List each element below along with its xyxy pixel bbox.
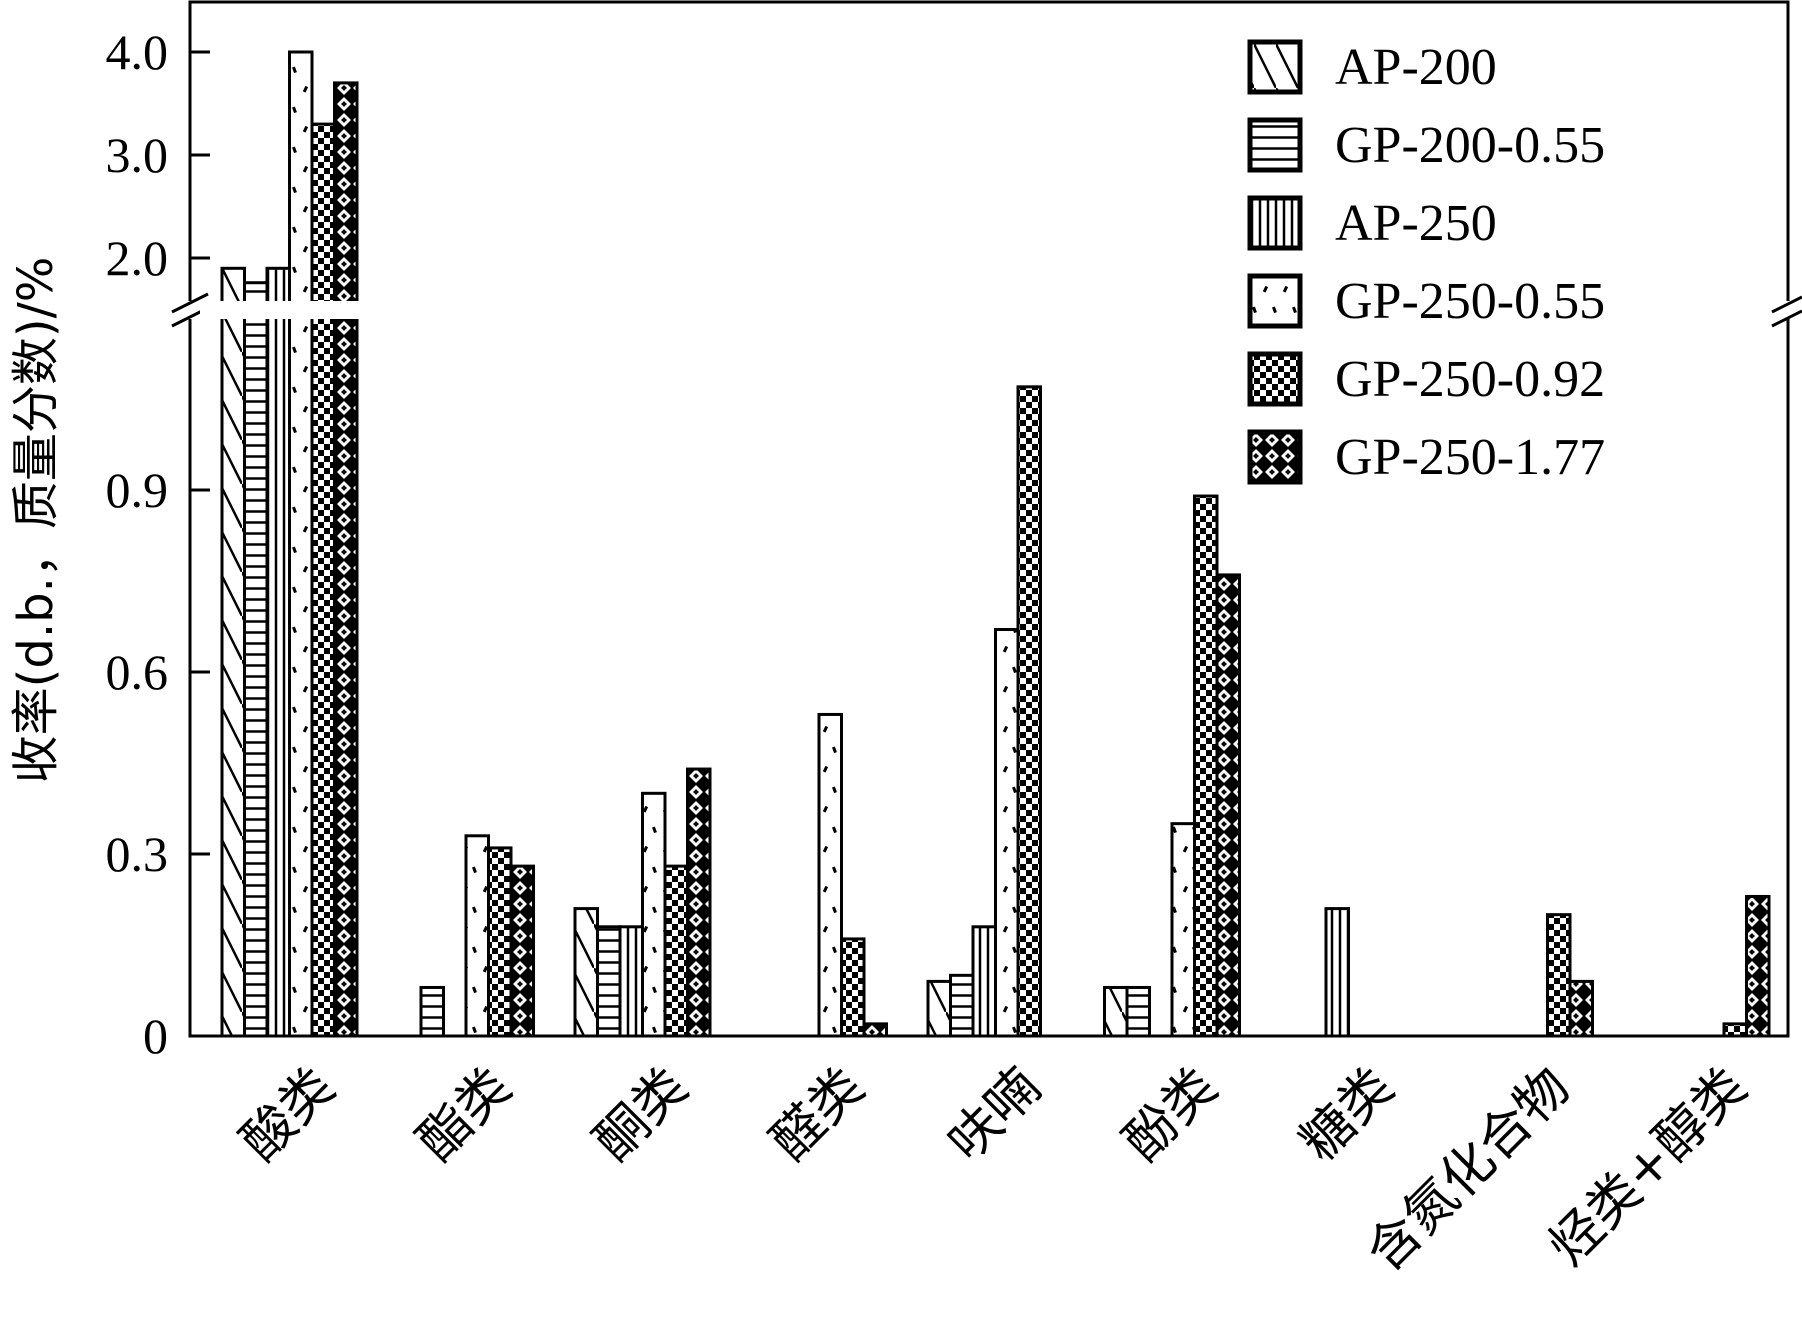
x-category-label: 酮类 — [583, 1057, 699, 1173]
y-tick-label: 0.6 — [106, 644, 169, 700]
legend-label: GP-250-0.55 — [1335, 273, 1605, 330]
bar-GP-250-0.92-呋喃 — [1016, 385, 1042, 1038]
bar-AP-250-糖类 — [1324, 907, 1350, 1038]
bar-AP-200-酮类 — [573, 907, 599, 1038]
bar-GP-250-0.55-酯类 — [464, 834, 490, 1038]
axis-break-marks-right — [1771, 295, 1802, 328]
x-category-label: 呋喃 — [936, 1057, 1052, 1173]
legend-label: AP-200 — [1335, 39, 1497, 96]
bar-GP-250-0.92-酯类 — [487, 846, 513, 1038]
bar-GP-250-1.77-酮类 — [686, 767, 712, 1038]
x-category-label: 酚类 — [1113, 1057, 1229, 1173]
y-tick-label: 4.0 — [106, 24, 169, 80]
bar-GP-250-1.77-酸类 — [333, 81, 359, 1038]
bar-GP-250-1.77-含氮化合物 — [1568, 979, 1594, 1038]
bar-GP-250-0.55-醛类 — [817, 712, 843, 1038]
bar-GP-250-0.92-醛类 — [840, 937, 866, 1038]
x-category-label: 糖类 — [1289, 1057, 1405, 1173]
y-tick-label: 0.3 — [106, 826, 169, 882]
bar-GP-200-0.55-酯类 — [419, 985, 445, 1038]
y-tick-label: 0 — [143, 1008, 168, 1064]
bar-GP-250-1.77-醛类 — [862, 1022, 888, 1038]
bar-GP-250-0.92-酸类 — [310, 122, 336, 1038]
legend-label: GP-250-0.92 — [1335, 351, 1605, 408]
legend-swatch — [1247, 39, 1303, 95]
bar-AP-200-呋喃 — [926, 979, 952, 1038]
bar-GP-250-0.55-酚类 — [1170, 822, 1196, 1038]
bars-layer — [200, 50, 1771, 1038]
bar-GP-250-0.92-酮类 — [663, 864, 689, 1038]
bar-AP-250-呋喃 — [971, 925, 997, 1038]
legend-swatch — [1247, 429, 1303, 485]
legend-label: AP-250 — [1335, 195, 1497, 252]
bar-AP-250-酮类 — [618, 925, 644, 1038]
bar-GP-250-0.55-酸类 — [288, 50, 314, 1038]
bar-GP-250-0.92-烃类+醇类 — [1722, 1022, 1748, 1038]
bar-AP-200-酸类 — [220, 266, 246, 1038]
axis-break-gap — [180, 301, 1800, 319]
x-category-label: 酸类 — [230, 1057, 346, 1173]
legend-label: GP-250-1.77 — [1335, 429, 1605, 486]
legend-swatch — [1247, 351, 1303, 407]
y-tick-label: 3.0 — [106, 127, 169, 183]
y-axis-label: 收率(d.b.，质量分数)/% — [8, 257, 64, 784]
legend-swatch — [1247, 195, 1303, 251]
legend-swatch — [1247, 117, 1303, 173]
y-axis-ticks: 0 0.3 0.6 0.9 2.0 3.0 4.0 — [106, 24, 210, 1064]
bar-GP-200-0.55-酚类 — [1125, 985, 1151, 1038]
legend: AP-200 GP-200-0.55 AP-250 GP-250-0.55 GP-250… — [1247, 39, 1605, 486]
bar-GP-250-0.55-酮类 — [641, 791, 667, 1038]
bar-GP-250-1.77-酯类 — [509, 864, 535, 1038]
bar-GP-250-0.92-酚类 — [1193, 494, 1219, 1038]
bar-GP-250-1.77-酚类 — [1215, 573, 1241, 1038]
bar-GP-250-0.92-含氮化合物 — [1546, 913, 1572, 1038]
bar-break-gap — [200, 301, 370, 319]
legend-label: GP-200-0.55 — [1335, 117, 1605, 174]
bar-GP-200-0.55-呋喃 — [949, 973, 975, 1038]
bar-GP-200-0.55-酮类 — [596, 925, 622, 1038]
x-category-label: 酯类 — [407, 1057, 523, 1173]
bar-GP-250-1.77-烃类+醇类 — [1745, 894, 1771, 1038]
bar-AP-200-酚类 — [1103, 985, 1129, 1038]
bar-GP-200-0.55-酸类 — [243, 281, 269, 1038]
bar-GP-250-0.55-呋喃 — [994, 628, 1020, 1038]
x-category-label: 醛类 — [760, 1057, 876, 1173]
y-tick-label: 0.9 — [106, 462, 169, 518]
bar-AP-250-酸类 — [265, 266, 291, 1038]
y-tick-label: 2.0 — [106, 230, 169, 286]
legend-swatch — [1247, 273, 1303, 329]
